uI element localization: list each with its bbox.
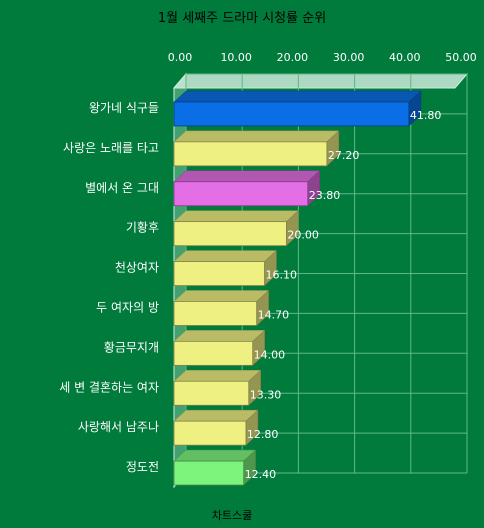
bar-top-face	[173, 449, 257, 462]
value-label: 12.40	[245, 468, 276, 481]
x-tick-label: 20.00	[277, 51, 309, 64]
bar	[173, 90, 422, 127]
category-label: 정도전	[126, 460, 159, 474]
value-label: 13.30	[250, 388, 282, 401]
category-label: 기황후	[126, 221, 159, 235]
category-label: 사랑은 노래를 타고	[63, 141, 159, 155]
category-label: 천상여자	[115, 260, 159, 275]
bar	[173, 210, 300, 247]
chart-title: 1월 세째주 드라마 시청률 순위	[158, 11, 326, 26]
value-label: 12.80	[247, 428, 279, 441]
bar-top-face	[173, 370, 262, 382]
bar	[173, 249, 278, 287]
bar-top-face	[173, 210, 300, 222]
bar	[173, 289, 270, 327]
category-label: 황금무지개	[104, 340, 159, 354]
value-label: 20.00	[287, 229, 319, 242]
bar	[173, 409, 259, 446]
x-tick-labels: 0.00 10.00 20.00 30.00 40.00 50.00	[168, 51, 477, 64]
bar-front-face	[173, 340, 254, 366]
bar	[173, 170, 321, 207]
bar-front-face	[173, 221, 287, 247]
category-label: 별에서 온 그대	[85, 181, 159, 195]
category-label: 왕가네 식구들	[89, 101, 159, 115]
value-labels: 41.80 27.20 23.80 20.00 16.10 14.70 14.00 13.30…	[245, 109, 442, 481]
value-label: 41.80	[410, 109, 442, 122]
x-tick-label: 0.00	[168, 51, 193, 64]
x-tick-label: 40.00	[389, 51, 421, 64]
top-wall	[172, 73, 469, 89]
x-tick-label: 50.00	[445, 51, 477, 64]
bar-top-face	[173, 130, 340, 143]
category-label: 사랑해서 남주나	[78, 420, 159, 434]
bar-top-face	[173, 170, 321, 182]
bar-top-face	[173, 250, 278, 262]
bar-front-face	[173, 261, 265, 286]
value-label: 27.20	[328, 149, 360, 162]
bar-front-face	[173, 301, 258, 326]
category-label: 세 변 결혼하는 여자	[59, 380, 159, 394]
value-label: 16.10	[265, 269, 297, 282]
bar-top-face	[173, 330, 266, 342]
bar-front-face	[173, 420, 247, 446]
bar	[173, 329, 266, 366]
bar-front-face	[173, 460, 245, 486]
value-label: 14.00	[254, 348, 286, 361]
x-tick-label: 10.00	[220, 51, 252, 64]
chart-footer: 차트스쿨	[212, 509, 252, 522]
bar-front-face	[173, 101, 410, 127]
bar-front-face	[173, 181, 309, 207]
bar-front-face	[173, 141, 328, 167]
bar	[173, 449, 257, 486]
bar-front-face	[173, 380, 250, 406]
category-label: 두 여자의 방	[96, 300, 159, 314]
bars	[173, 90, 422, 486]
x-tick-label: 30.00	[333, 51, 365, 64]
value-label: 14.70	[258, 308, 290, 321]
bar-top-face	[173, 409, 259, 422]
bar	[173, 369, 262, 406]
bar-top-face	[173, 290, 270, 302]
bar	[173, 130, 340, 167]
bar-top-face	[173, 90, 422, 103]
value-label: 23.80	[309, 189, 341, 202]
